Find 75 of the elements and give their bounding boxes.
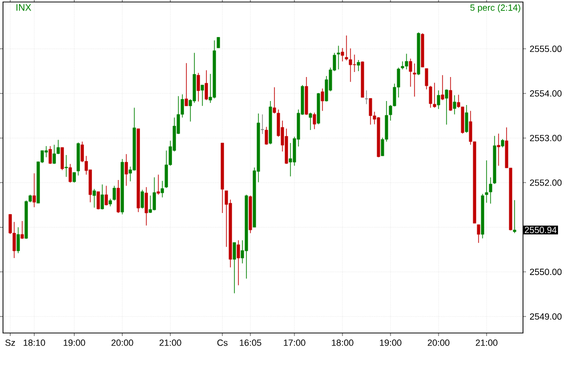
candlestick [428, 86, 432, 108]
candlestick [344, 35, 348, 61]
y-tick-label: 2552.00 [530, 179, 562, 186]
candlestick [156, 174, 160, 196]
x-tick-label: 16:05 [240, 340, 262, 346]
candlestick [160, 180, 164, 198]
y-tick-label: 2550.00 [530, 268, 562, 276]
text: 2550.94 [524, 226, 557, 234]
candlestick [264, 126, 268, 146]
candlestick [72, 172, 76, 184]
candlestick [52, 144, 56, 164]
candlestick [308, 112, 312, 130]
candlestick [112, 185, 116, 201]
candlestick [320, 88, 324, 112]
y-tick-label: 2554.00 [530, 90, 562, 97]
candlestick [476, 224, 480, 244]
candlestick [448, 76, 452, 112]
candlestick [196, 72, 200, 102]
candlestick [144, 186, 148, 226]
candlestick [184, 62, 188, 106]
x-tick-label: 21:00 [160, 340, 182, 346]
x-tick-label: Cs [217, 340, 228, 346]
candlestick [432, 82, 436, 108]
candlestick [16, 226, 20, 254]
candlestick [48, 146, 52, 164]
candlestick [216, 36, 220, 48]
candlestick [436, 90, 440, 110]
x-tick-label: 17:00 [284, 340, 306, 346]
candlestick [20, 220, 24, 240]
candlestick [92, 188, 96, 208]
candlestick [260, 114, 264, 134]
candlestick [352, 54, 356, 72]
candlestick [148, 195, 152, 214]
chart-title: INX [16, 4, 32, 11]
candlestick [444, 89, 448, 126]
candlestick [140, 189, 144, 209]
candlestick [404, 53, 408, 70]
candlestick [104, 185, 108, 206]
candlestick [496, 133, 500, 166]
candlestick [440, 74, 444, 100]
candlestick [340, 48, 344, 62]
candlestick [100, 184, 104, 210]
x-tick-label: 19:00 [64, 340, 86, 346]
candlestick [124, 154, 128, 186]
y-tick-label: 2555.00 [530, 46, 562, 52]
candlestick [368, 98, 372, 126]
candlestick [232, 242, 236, 294]
candlestick [236, 240, 240, 286]
candlestick [312, 112, 316, 130]
y-tick-label: 2549.00 [530, 313, 562, 320]
candlestick [412, 63, 416, 97]
candlestick [204, 70, 208, 100]
x-tick-label: 18:10 [24, 340, 46, 346]
candlestick [60, 147, 64, 171]
x-tick-label: 20:00 [112, 340, 134, 346]
candlestick [464, 104, 468, 134]
candlestick [64, 154, 68, 178]
candlestick [152, 176, 156, 211]
x-tick-label: 20:00 [428, 340, 450, 346]
x-tick-label: 19:00 [380, 340, 402, 346]
candlestick [356, 60, 360, 72]
candlestick [336, 45, 340, 70]
chart-subtitle: 5 perc (2:14) [470, 4, 520, 13]
candlestick [164, 150, 168, 188]
x-tick-label: 18:00 [332, 340, 354, 346]
candlestick [68, 164, 72, 184]
x-tick-label: 21:00 [476, 340, 498, 346]
y-tick-label: 2553.00 [530, 134, 562, 142]
x-tick-label: Sz [5, 340, 15, 346]
candlestick [513, 200, 516, 234]
candlestick [200, 84, 204, 106]
candlestick [452, 94, 456, 115]
candlestick [424, 68, 428, 90]
candlestick [96, 191, 100, 210]
candlestick [32, 172, 36, 208]
